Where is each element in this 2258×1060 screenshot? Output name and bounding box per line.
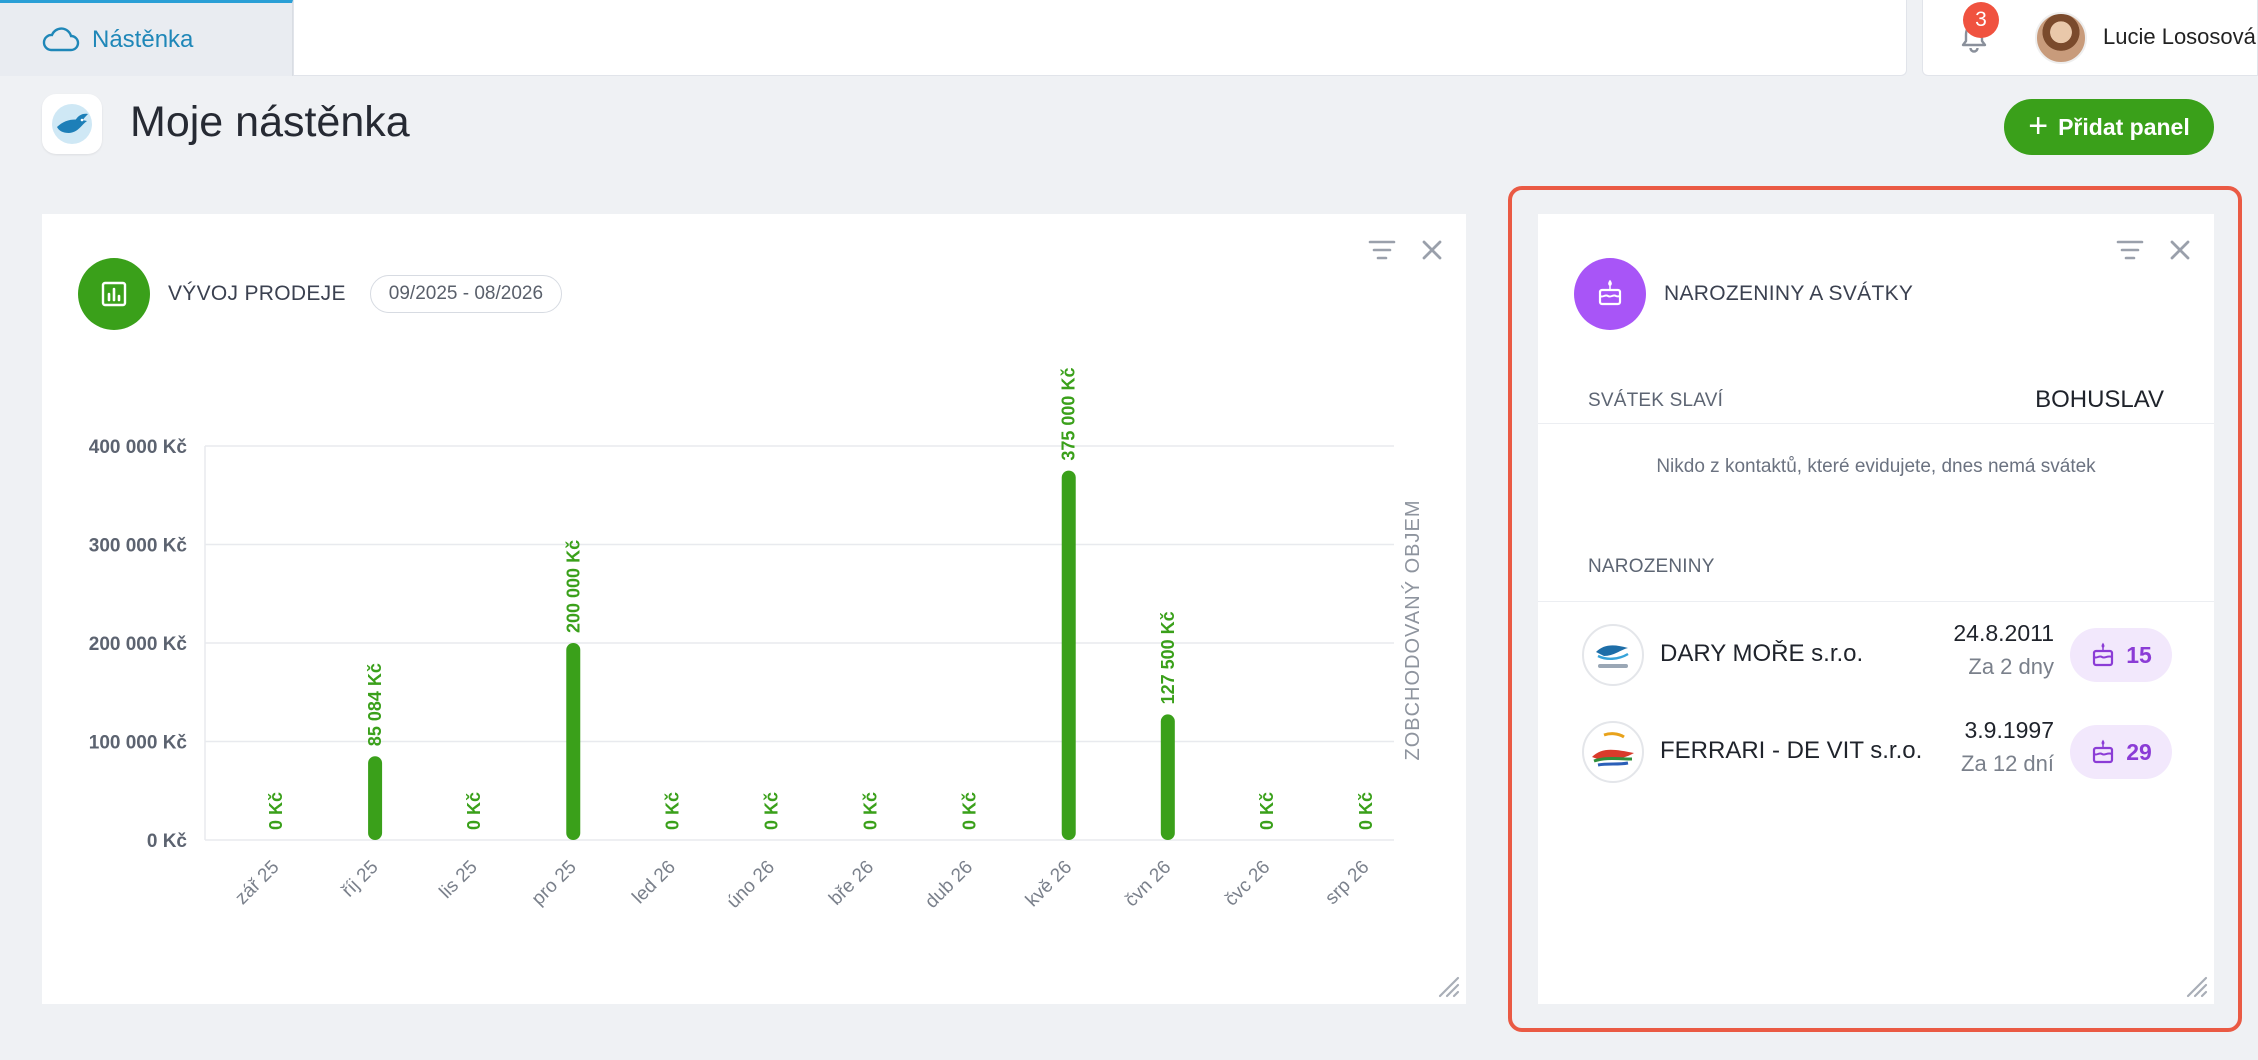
plus-icon: + [2028, 106, 2049, 145]
chart-icon [78, 258, 150, 330]
data-label: 0 Kč [960, 792, 980, 830]
x-tick-label: lis 25 [436, 857, 482, 903]
sales-panel: VÝVOJ PRODEJE 09/2025 - 08/2026 0 Kč 100 … [42, 214, 1466, 1004]
x-tick-label: srp 26 [1321, 857, 1373, 909]
birthdays-header-row: NAROZENINY [1538, 542, 2214, 602]
chart-bar[interactable] [566, 643, 581, 840]
highlight-frame [1508, 186, 2242, 1032]
avatar[interactable] [2035, 12, 2087, 64]
contact-date: 3.9.1997 [1964, 717, 2054, 743]
x-tick-label: říj 25 [338, 857, 383, 902]
list-item[interactable]: DARY MOŘE s.r.o. 24.8.2011 Za 2 dny 15 [1582, 618, 2182, 692]
topbar-search-area [293, 0, 1907, 76]
tab-label: Nástěnka [92, 25, 194, 53]
x-tick-label: čvn 26 [1121, 857, 1175, 911]
close-icon[interactable] [2166, 236, 2194, 264]
data-label: 0 Kč [464, 792, 484, 830]
date-range-pill[interactable]: 09/2025 - 08/2026 [369, 275, 563, 313]
panel-tools [1368, 236, 1446, 264]
close-icon[interactable] [1418, 236, 1446, 264]
contact-date: 24.8.2011 [1953, 620, 2054, 646]
name-day-value: BOHUSLAV [2035, 386, 2164, 413]
name-day-row: SVÁTEK SLAVÍ BOHUSLAV [1538, 374, 2214, 424]
bird-logo-icon [52, 104, 92, 144]
name-day-label: SVÁTEK SLAVÍ [1588, 390, 1724, 411]
x-tick-label: dub 26 [921, 857, 977, 913]
add-panel-label: Přidat panel [2058, 113, 2190, 140]
data-label: 0 Kč [1257, 792, 1277, 830]
resize-handle-icon[interactable] [1434, 972, 1460, 998]
empty-message: Nikdo z kontaktů, které evidujete, dnes … [1656, 456, 2096, 477]
list-item[interactable]: FERRARI - DE VIT s.r.o. 3.9.1997 Za 12 d… [1582, 715, 2182, 789]
chart-bar[interactable] [1061, 470, 1076, 840]
cake-icon [2093, 642, 2114, 667]
x-tick-label: kvě 26 [1022, 857, 1076, 911]
add-panel-button[interactable]: + Přidat panel [2004, 99, 2214, 155]
y-tick-label: 0 Kč [147, 831, 188, 852]
data-label: 0 Kč [861, 792, 881, 830]
contact-relative-date: Za 2 dny [1968, 654, 2054, 679]
app-logo [42, 94, 102, 154]
data-label: 0 Kč [266, 792, 286, 830]
contact-relative-date: Za 12 dní [1961, 751, 2054, 776]
chart-bar[interactable] [368, 756, 383, 840]
x-tick-label: čvc 26 [1221, 857, 1275, 911]
cake-icon [1574, 258, 1646, 330]
sales-panel-title: VÝVOJ PRODEJE [168, 282, 346, 305]
data-label: 85 084 Kč [365, 663, 385, 746]
page-title: Moje nástěnka [130, 98, 410, 146]
x-tick-label: úno 26 [723, 857, 779, 913]
contact-name: FERRARI - DE VIT s.r.o. [1660, 737, 1923, 764]
chart-bar[interactable] [1160, 714, 1175, 840]
user-name[interactable]: Lucie Lososová [2103, 24, 2256, 49]
sales-panel-header: VÝVOJ PRODEJE 09/2025 - 08/2026 [78, 258, 563, 330]
y-tick-label: 400 000 Kč [89, 437, 188, 458]
tab-dashboard[interactable]: Nástěnka [0, 0, 293, 76]
birthday-panel-header: NAROZENINY A SVÁTKY [1574, 258, 1913, 330]
x-tick-label: led 26 [628, 857, 679, 908]
filter-icon[interactable] [2116, 236, 2144, 264]
data-label: 200 000 Kč [563, 540, 583, 633]
resize-handle-icon[interactable] [2182, 972, 2208, 998]
filter-icon[interactable] [1368, 236, 1396, 264]
x-tick-label: pro 25 [528, 857, 581, 910]
cloud-icon [42, 26, 80, 51]
panel-tools [2116, 236, 2194, 264]
age-value: 29 [2126, 738, 2152, 765]
data-label: 0 Kč [662, 792, 682, 830]
cake-icon [2093, 739, 2114, 764]
y-axis-title: ZOBCHODOVANÝ OBJEM [1401, 500, 1424, 761]
sales-chart: 0 Kč 100 000 Kč 200 000 Kč 300 000 Kč 400 00… [89, 368, 1424, 913]
birthday-panel-title: NAROZENINY A SVÁTKY [1664, 282, 1914, 305]
notification-badge[interactable]: 3 [1963, 2, 1999, 38]
age-value: 15 [2126, 641, 2152, 668]
data-label: 375 000 Kč [1059, 368, 1079, 461]
x-tick-label: zář 25 [231, 857, 283, 909]
age-badge: 15 [2070, 628, 2172, 682]
age-badge: 29 [2070, 725, 2172, 779]
data-label: 0 Kč [761, 792, 781, 830]
topbar-user-area: 3 Lucie Lososová [1922, 0, 2258, 76]
data-label: 127 500 Kč [1158, 611, 1178, 704]
contact-logo [1582, 624, 1644, 686]
contact-logo [1582, 721, 1644, 783]
y-tick-label: 100 000 Kč [89, 733, 188, 754]
y-tick-label: 200 000 Kč [89, 634, 188, 655]
contact-name: DARY MOŘE s.r.o. [1660, 640, 1864, 667]
data-label: 0 Kč [1356, 792, 1376, 830]
birthday-panel: NAROZENINY A SVÁTKY SVÁTEK SLAVÍ BOHUSLA… [1538, 214, 2214, 1004]
y-tick-label: 300 000 Kč [89, 536, 188, 557]
x-tick-label: bře 26 [825, 857, 878, 910]
birthdays-label: NAROZENINY [1588, 556, 1715, 577]
